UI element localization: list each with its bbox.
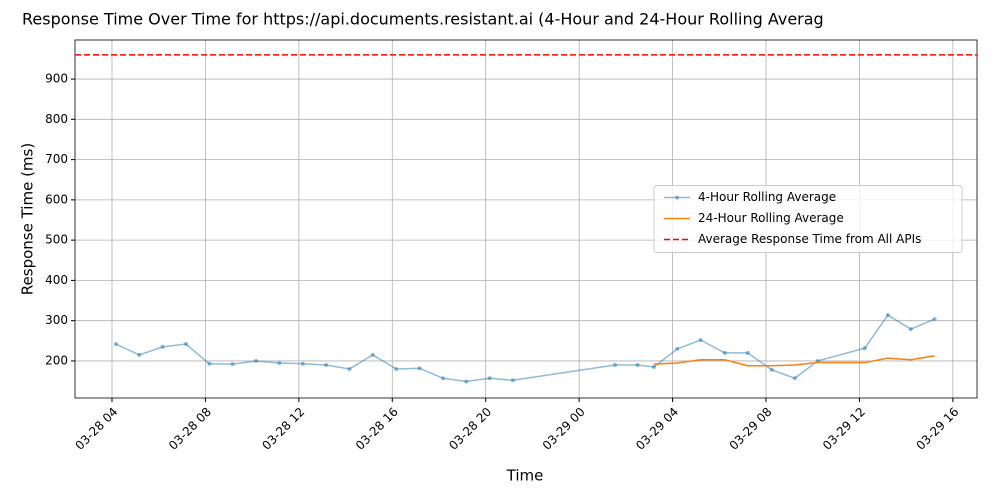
series-marker (230, 362, 235, 367)
series-marker (300, 361, 305, 366)
series-marker (370, 352, 375, 357)
series-marker (745, 350, 750, 355)
series-marker (254, 358, 259, 363)
series-marker (612, 362, 617, 367)
y-tick-label: 300 (45, 313, 68, 327)
series-marker (137, 352, 142, 357)
y-tick-label: 500 (45, 233, 68, 247)
x-tick-label: 03-29 12 (820, 405, 868, 453)
legend-label: Average Response Time from All APIs (698, 232, 921, 246)
series-marker (932, 317, 937, 322)
series-marker (394, 367, 399, 372)
series-marker (908, 327, 913, 332)
legend-label: 4-Hour Rolling Average (698, 190, 836, 204)
x-tick-label: 03-28 20 (446, 405, 494, 453)
series-marker (510, 378, 515, 383)
series-marker (675, 346, 680, 351)
series-marker (651, 364, 656, 369)
y-tick-label: 800 (45, 112, 68, 126)
x-tick-label: 03-29 00 (540, 405, 588, 453)
series-marker (464, 379, 469, 384)
x-tick-label: 03-28 08 (166, 405, 214, 453)
legend-box (653, 185, 963, 253)
series-marker (792, 376, 797, 381)
series-marker (862, 346, 867, 351)
y-tick-label: 400 (45, 273, 68, 287)
series-marker (722, 350, 727, 355)
y-axis-label: Response Time (ms) (19, 143, 37, 295)
series-marker (160, 344, 165, 349)
series-line (115, 314, 935, 383)
series-marker (635, 362, 640, 367)
series-marker (347, 367, 352, 372)
series-marker (885, 313, 890, 318)
legend-marker (675, 195, 679, 200)
series-marker (183, 342, 188, 347)
series-marker (277, 360, 282, 365)
series-line (653, 354, 935, 367)
series-marker (769, 367, 774, 372)
x-axis-label: Time (506, 467, 544, 485)
series-marker (698, 338, 703, 343)
plot-frame (74, 39, 978, 399)
x-tick-label: 03-29 08 (727, 405, 775, 453)
x-tick-label: 03-29 04 (633, 405, 681, 453)
x-tick-label: 03-29 16 (913, 405, 961, 453)
y-tick-label: 900 (45, 72, 68, 86)
series-marker (417, 366, 422, 371)
y-tick-label: 200 (45, 353, 68, 367)
series-marker (113, 342, 118, 347)
x-tick-label: 03-28 16 (353, 405, 401, 453)
chart-title: Response Time Over Time for https://api.… (22, 10, 824, 29)
y-tick-label: 600 (45, 192, 68, 206)
legend-label: 24-Hour Rolling Average (698, 211, 844, 225)
x-tick-label: 03-28 12 (259, 405, 307, 453)
y-tick-label: 700 (45, 152, 68, 166)
series-marker (440, 376, 445, 381)
series-marker (324, 362, 329, 367)
series-marker (487, 376, 492, 381)
x-tick-label: 03-28 04 (73, 405, 121, 453)
series-marker (207, 361, 212, 366)
